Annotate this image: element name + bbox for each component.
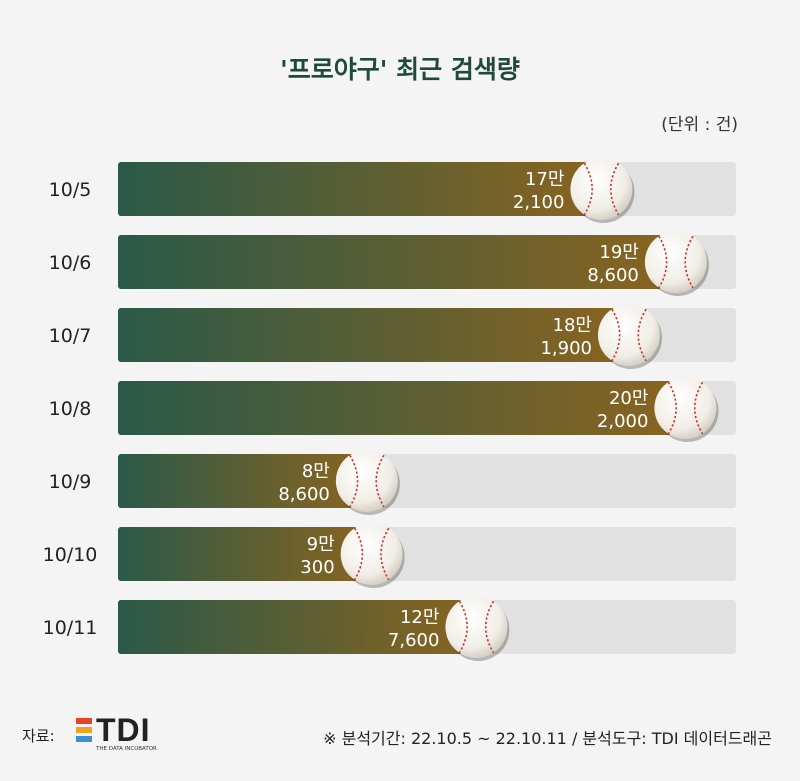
value-label-rest: 2,000: [597, 411, 649, 432]
baseball-stitch-right: [637, 308, 647, 362]
baseball-stitch-right: [693, 381, 704, 435]
baseball-body: [445, 596, 508, 658]
baseball-stitch-right: [684, 235, 694, 289]
bar: [118, 527, 372, 581]
value-label-main: 9만: [307, 534, 335, 555]
category-label: 10/11: [43, 617, 98, 639]
baseball-icon: [597, 304, 662, 369]
bar: [118, 381, 686, 435]
chart-title: '프로야구' 최근 검색량: [280, 55, 520, 84]
value-label-main: 18만: [553, 315, 592, 336]
baseball-icon: [340, 523, 405, 588]
value-label-main: 17만: [525, 169, 564, 190]
bar: [118, 308, 629, 362]
unit-label: (단위 : 건): [661, 115, 738, 135]
value-label-main: 12만: [400, 607, 439, 628]
value-label-rest: 8,600: [587, 265, 639, 286]
baseball-stitch-left: [658, 235, 668, 289]
baseball-stitch-left: [583, 162, 593, 216]
bar: [118, 162, 602, 216]
baseball-stitch-right: [380, 527, 390, 581]
baseball-body: [340, 523, 403, 585]
source-label: 자료:: [22, 727, 55, 745]
logo-stripe-blue: [76, 736, 92, 742]
category-label: 10/10: [43, 544, 98, 566]
baseball-body: [654, 377, 717, 439]
value-label-rest: 2,100: [513, 192, 565, 213]
analysis-note: ※ 분석기간: 22.10.5 ~ 22.10.11 / 분석도구: TDI 데…: [323, 729, 772, 748]
value-label-rest: 300: [300, 557, 334, 578]
logo-stripe-orange: [76, 727, 92, 733]
baseball-stitch-right: [375, 454, 385, 508]
value-label-main: 19만: [599, 242, 638, 263]
baseball-icon: [654, 377, 719, 442]
baseball-stitch-left: [611, 308, 621, 362]
value-label-rest: 1,900: [540, 338, 592, 359]
baseball-stitch-left: [458, 600, 468, 654]
baseball-stitch-right: [609, 162, 620, 216]
bar: [118, 454, 367, 508]
logo-text: TDI: [96, 712, 151, 748]
baseball-stitch-left: [667, 381, 677, 435]
bar: [118, 600, 477, 654]
category-label: 10/5: [49, 179, 92, 201]
logo-stripes: [76, 718, 92, 745]
tdi-logo: TDI THE DATA INCUBATOR: [76, 712, 176, 756]
category-label: 10/7: [49, 325, 92, 347]
baseball-stitch-right: [484, 600, 495, 654]
value-label-rest: 7,600: [388, 630, 440, 651]
baseball-body: [597, 304, 660, 366]
baseball-icon: [644, 231, 709, 296]
value-label-main: 8만: [302, 461, 330, 482]
logo-stripe-red: [76, 718, 92, 724]
category-label: 10/6: [49, 252, 92, 274]
baseball-stitch-left: [353, 527, 364, 581]
baseball-body: [644, 231, 707, 293]
baseball-icon: [445, 596, 510, 661]
baseball-stitch-left: [349, 454, 359, 508]
value-label-rest: 8,600: [278, 484, 330, 505]
baseball-icon: [335, 450, 400, 515]
category-label: 10/8: [49, 398, 92, 420]
logo-subtext: THE DATA INCUBATOR: [96, 746, 157, 752]
baseball-body: [570, 158, 633, 220]
category-label: 10/9: [49, 471, 92, 493]
baseball-icon: [570, 158, 635, 223]
baseball-body: [335, 450, 398, 512]
bar: [118, 235, 676, 289]
value-label-main: 20만: [609, 388, 648, 409]
